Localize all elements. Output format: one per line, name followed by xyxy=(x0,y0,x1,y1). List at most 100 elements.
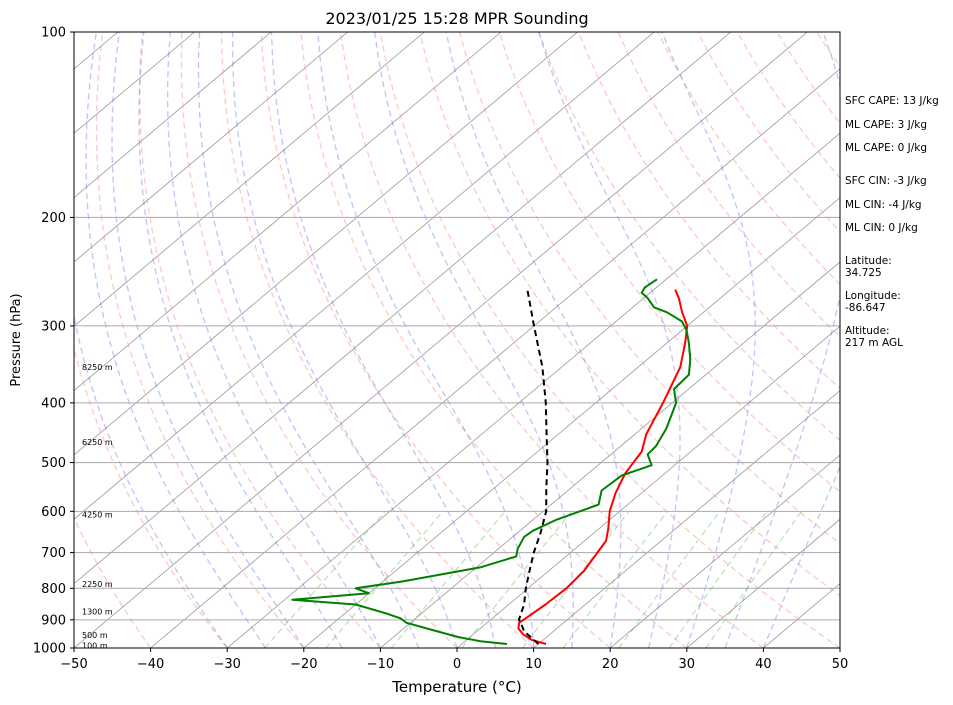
pressure-grid xyxy=(74,32,840,648)
info-line: 34.725 xyxy=(845,267,882,279)
parcel-path-line xyxy=(517,289,549,645)
y-tick-label: 900 xyxy=(41,613,66,628)
y-tick-label: 400 xyxy=(41,396,66,411)
moist-adiabat-line xyxy=(373,32,574,648)
info-block: SFC CAPE: 13 J/kg ML CAPE: 3 J/kg ML CAPE:… xyxy=(845,95,939,349)
info-line: ML CAPE: 3 J/kg xyxy=(845,119,927,131)
x-tick-label: 40 xyxy=(755,657,772,672)
moist-adiabat-line xyxy=(111,32,305,648)
chart-title: 2023/01/25 15:28 MPR Sounding xyxy=(325,9,588,28)
mixing-ratio-line xyxy=(461,510,573,648)
isotherm-line xyxy=(533,390,840,648)
dry-adiabat-line xyxy=(180,32,458,648)
x-tick-label: −10 xyxy=(367,657,394,672)
y-tick-label: 1000 xyxy=(33,642,66,657)
mixing-ratio-line xyxy=(325,510,444,648)
moist-adiabat-line xyxy=(762,465,840,648)
height-label: 1300 m xyxy=(82,607,113,616)
height-label: 8250 m xyxy=(82,363,113,372)
dry-adiabat-line xyxy=(74,346,228,648)
moist-adiabat-line xyxy=(538,32,681,648)
info-line: ML CAPE: 0 J/kg xyxy=(845,142,927,154)
height-label: 2250 m xyxy=(82,580,113,589)
info-line: ML CIN: -4 J/kg xyxy=(845,199,922,211)
x-tick-label: 50 xyxy=(832,657,849,672)
dry-adiabat-line xyxy=(538,32,840,441)
height-label: 500 m xyxy=(82,631,108,640)
isotherm-line xyxy=(150,68,840,648)
background-lines xyxy=(74,32,840,648)
dry-adiabat-line xyxy=(419,32,840,597)
y-tick-label: 300 xyxy=(41,319,66,334)
y-axis-label: Pressure (hPa) xyxy=(9,293,24,386)
y-tick-label: 700 xyxy=(41,546,66,561)
x-tick-label: −20 xyxy=(290,657,317,672)
isotherm-line xyxy=(303,197,840,648)
dry-adiabat-line xyxy=(577,32,840,390)
isotherm-line xyxy=(74,32,348,263)
dry-adiabat-line xyxy=(498,32,840,493)
height-label: 6250 m xyxy=(82,438,113,447)
info-line: Latitude: xyxy=(845,255,892,267)
x-axis-label: Temperature (°C) xyxy=(391,678,521,696)
isotherm-line xyxy=(686,518,840,648)
isotherm-line xyxy=(74,32,425,327)
moist-adiabat-line xyxy=(661,32,756,648)
isotherm-line xyxy=(74,32,272,199)
x-tick-label: 20 xyxy=(602,657,619,672)
height-label: 100 m xyxy=(82,641,108,650)
y-axis-ticks: 100 200 300 400 500 600 700 800 900 1000 xyxy=(33,26,74,657)
moist-adiabat-line xyxy=(270,32,496,648)
temperature-line xyxy=(517,289,689,645)
info-line: 217 m AGL xyxy=(845,337,903,349)
moist-adiabat-line xyxy=(724,32,840,648)
y-tick-label: 200 xyxy=(41,211,66,226)
info-line: ML CIN: 0 J/kg xyxy=(845,222,918,234)
dry-adiabat-line xyxy=(300,32,688,648)
moist-adiabat-line xyxy=(317,32,535,648)
height-label: 4250 m xyxy=(82,510,113,519)
y-tick-label: 100 xyxy=(41,26,66,41)
dry-adiabat-line xyxy=(339,32,764,648)
moist-adiabat-line xyxy=(232,32,458,648)
dry-adiabat-line xyxy=(74,516,152,648)
dry-adiabat-line xyxy=(95,32,305,648)
x-tick-label: 10 xyxy=(525,657,542,672)
isotherm-line xyxy=(74,32,731,585)
isotherm-line xyxy=(609,454,840,648)
moist-adiabat-line xyxy=(74,32,228,648)
x-axis-ticks: −50 −40 −30 −20 −10 0 10 20 30 40 50 xyxy=(60,648,848,672)
x-tick-label: −50 xyxy=(60,657,87,672)
sounding-series xyxy=(291,278,692,645)
dry-adiabat-line xyxy=(657,32,840,286)
y-tick-label: 600 xyxy=(41,505,66,520)
dry-adiabat-line xyxy=(617,32,840,338)
dry-adiabat-line xyxy=(139,32,381,648)
isotherm-line xyxy=(380,261,840,648)
isotherm-line xyxy=(74,32,808,648)
x-tick-label: 0 xyxy=(453,657,461,672)
mixing-ratio-line xyxy=(390,510,506,648)
isotherm-line xyxy=(74,32,578,456)
x-tick-label: −40 xyxy=(137,657,164,672)
x-tick-label: −30 xyxy=(213,657,240,672)
moist-adiabat-line xyxy=(85,32,267,648)
info-line: Altitude: xyxy=(845,325,890,337)
isotherm-line xyxy=(74,32,502,392)
y-tick-label: 500 xyxy=(41,456,66,471)
isotherm-line xyxy=(226,132,840,648)
isotherm-line xyxy=(74,32,655,520)
moist-adiabat-line xyxy=(197,32,420,648)
dry-adiabat-line xyxy=(379,32,840,648)
mixing-ratio-line xyxy=(264,510,386,648)
dry-adiabat-line xyxy=(220,32,535,648)
y-tick-label: 800 xyxy=(41,582,66,597)
x-tick-label: 30 xyxy=(679,657,696,672)
info-line: Longitude: xyxy=(845,290,901,302)
dewpoint-line xyxy=(291,278,692,645)
info-line: SFC CIN: -3 J/kg xyxy=(845,175,927,187)
info-line: SFC CAPE: 13 J/kg xyxy=(845,95,939,107)
